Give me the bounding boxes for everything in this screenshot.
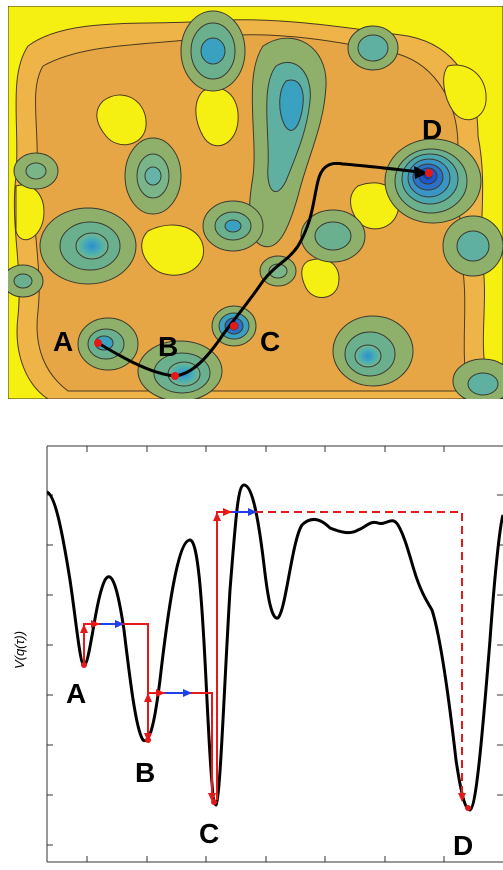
energy-profile: V(q(τ)) bbox=[0, 440, 503, 865]
map-well bbox=[39, 207, 137, 285]
map-well bbox=[2, 264, 44, 298]
map-well bbox=[77, 317, 139, 371]
map-island bbox=[96, 94, 147, 146]
map-well bbox=[347, 25, 399, 71]
map-well bbox=[442, 215, 503, 277]
profile-label-b: B bbox=[135, 757, 155, 788]
map-well bbox=[13, 152, 59, 190]
profile-marker-d bbox=[465, 805, 471, 811]
potential-energy-map: A B C D bbox=[2, 5, 503, 404]
map-label-d: D bbox=[422, 114, 442, 145]
profile-label-a: A bbox=[66, 678, 86, 709]
profile-svg: V(q(τ)) bbox=[12, 445, 503, 863]
profile-marker-b bbox=[145, 737, 151, 743]
map-island bbox=[443, 64, 487, 121]
path-arrowhead bbox=[414, 166, 428, 179]
profile-label-c: C bbox=[199, 818, 219, 849]
marker-a bbox=[94, 339, 102, 347]
red-arrowheads bbox=[80, 508, 466, 802]
map-island bbox=[141, 224, 204, 276]
map-label-a: A bbox=[53, 326, 73, 357]
map-island bbox=[195, 87, 239, 147]
blue-path-arrows bbox=[100, 511, 255, 694]
profile-marker-c bbox=[211, 799, 217, 805]
map-well bbox=[180, 10, 246, 92]
map-valley bbox=[279, 79, 304, 131]
map-well bbox=[259, 255, 297, 287]
map-well bbox=[300, 209, 366, 263]
marker-b bbox=[171, 372, 179, 380]
energy-curve bbox=[46, 483, 503, 812]
marker-c bbox=[230, 322, 238, 330]
map-well bbox=[384, 138, 482, 224]
x-ticks-bottom bbox=[86, 856, 445, 862]
map-well bbox=[137, 340, 223, 402]
profile-label-d: D bbox=[453, 830, 473, 861]
map-label-c: C bbox=[260, 326, 280, 357]
map-label-b: B bbox=[158, 331, 178, 362]
y-axis-label: V(q(τ)) bbox=[12, 631, 27, 669]
blue-arrowheads bbox=[115, 508, 257, 697]
y-ticks bbox=[47, 494, 53, 846]
map-well bbox=[332, 315, 414, 387]
map-island bbox=[301, 258, 340, 298]
map-svg: A B C D bbox=[2, 5, 503, 404]
map-well bbox=[452, 358, 503, 404]
y-ticks-right bbox=[497, 494, 503, 796]
marker-d bbox=[425, 169, 433, 177]
x-ticks-top bbox=[86, 446, 445, 452]
map-well bbox=[124, 137, 182, 215]
profile-marker-a bbox=[81, 662, 87, 668]
map-well bbox=[202, 200, 264, 252]
